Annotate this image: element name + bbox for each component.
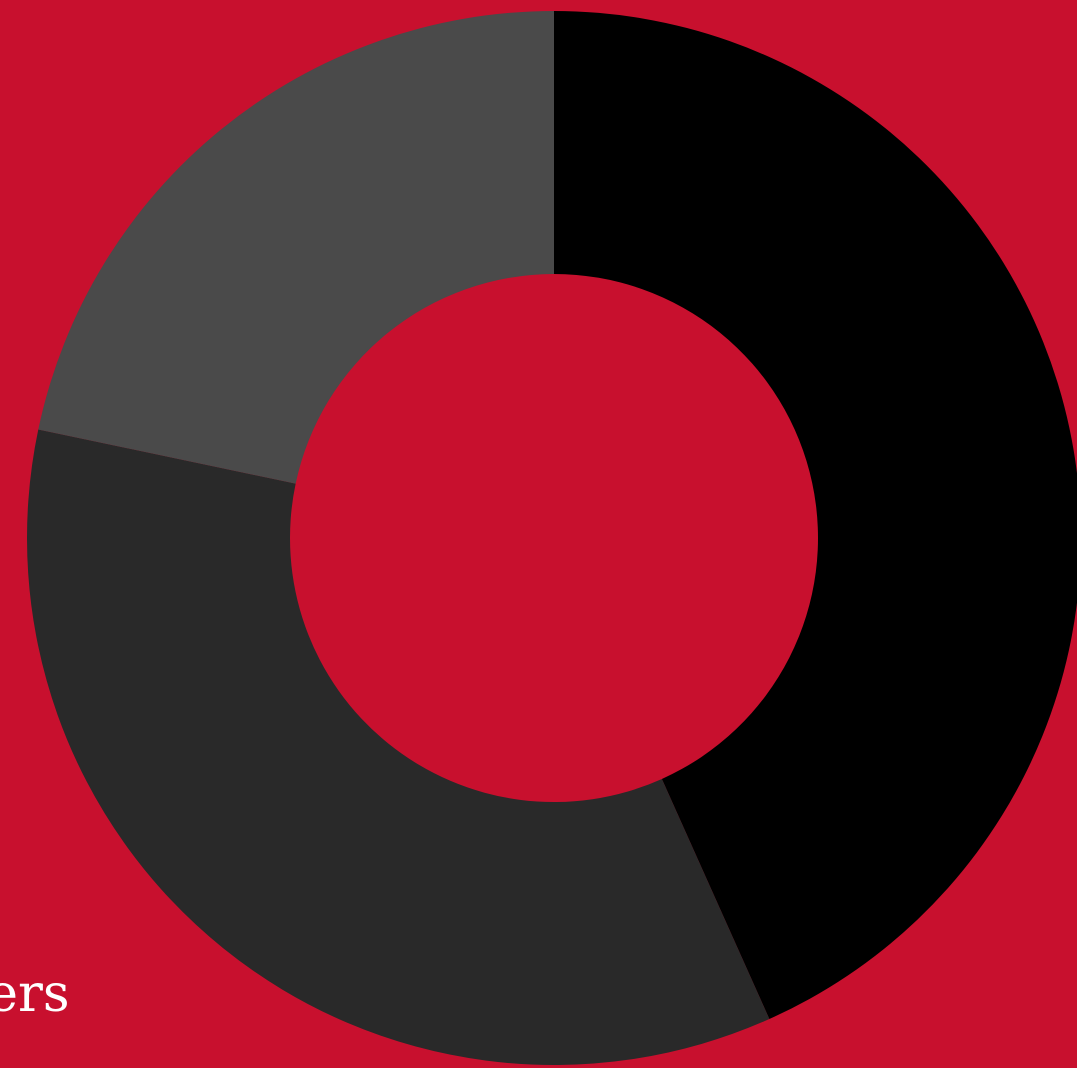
donut-slice-3 xyxy=(38,11,555,484)
caption-text: fers xyxy=(0,964,70,1024)
donut-slice-2 xyxy=(26,429,770,1066)
donut-slice-1 xyxy=(554,11,1077,1019)
donut-slices xyxy=(26,11,1077,1066)
